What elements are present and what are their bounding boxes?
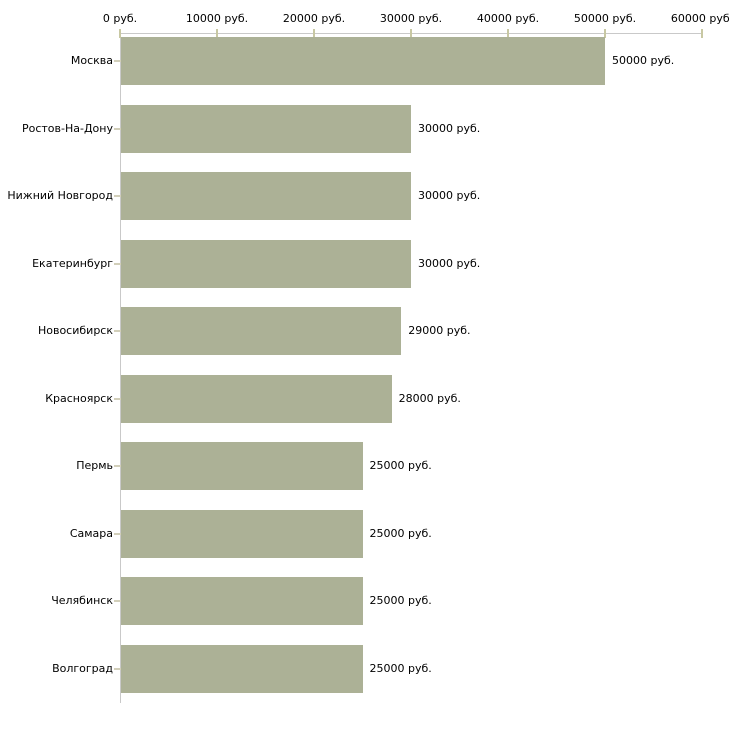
category-label: Екатеринбург [32,256,113,270]
x-tick-mark [604,29,606,38]
value-label: 29000 руб. [408,324,471,337]
x-tick-label: 60000 руб. [670,12,730,25]
value-label: 25000 руб. [369,459,432,472]
x-tick-label: 40000 руб. [476,12,540,25]
x-tick-mark [119,29,121,38]
value-label: 30000 руб. [418,256,481,270]
bar [121,307,402,355]
category-label: Волгоград [52,661,113,675]
category-label: Новосибирск [37,324,113,337]
x-tick-mark [701,29,703,38]
value-label: 25000 руб. [369,594,432,607]
category-tick [114,600,121,602]
x-tick-label: 30000 руб. [379,12,443,25]
bar [121,577,363,625]
x-tick-label: 20000 руб. [282,12,346,25]
value-label: 25000 руб. [369,661,432,675]
bar [121,442,363,490]
category-tick [114,262,121,265]
bar [121,239,411,288]
category-tick [114,532,121,535]
x-tick-mark [216,29,218,38]
x-tick-label: 0 руб. [102,12,138,25]
x-tick-label: 50000 руб. [573,12,637,25]
category-tick [114,330,121,332]
value-label: 50000 руб. [612,54,675,67]
x-tick-mark [313,29,315,38]
category-tick [114,465,121,467]
y-axis-line [120,33,121,703]
category-tick [114,667,121,670]
category-label: Самара [69,526,113,540]
value-label: 30000 руб. [418,189,481,202]
category-tick [114,195,121,197]
category-tick [114,60,121,62]
bar [121,104,411,153]
category-label: Москва [70,54,113,67]
category-label: Пермь [76,459,113,472]
value-label: 25000 руб. [369,526,432,540]
value-label: 30000 руб. [418,121,481,135]
bar [121,509,363,558]
category-label: Красноярск [45,391,113,405]
x-tick-mark [410,29,412,38]
bar [121,644,363,693]
category-label: Челябинск [51,594,113,607]
category-tick [114,127,121,130]
bar [121,37,605,85]
category-label: Ростов-На-Дону [21,121,113,135]
bar [121,172,411,220]
x-tick-mark [507,29,509,38]
value-label: 28000 руб. [398,391,461,405]
category-tick [114,397,121,400]
x-tick-label: 10000 руб. [185,12,249,25]
category-label: Нижний Новгород [7,189,113,202]
bar [121,374,392,423]
